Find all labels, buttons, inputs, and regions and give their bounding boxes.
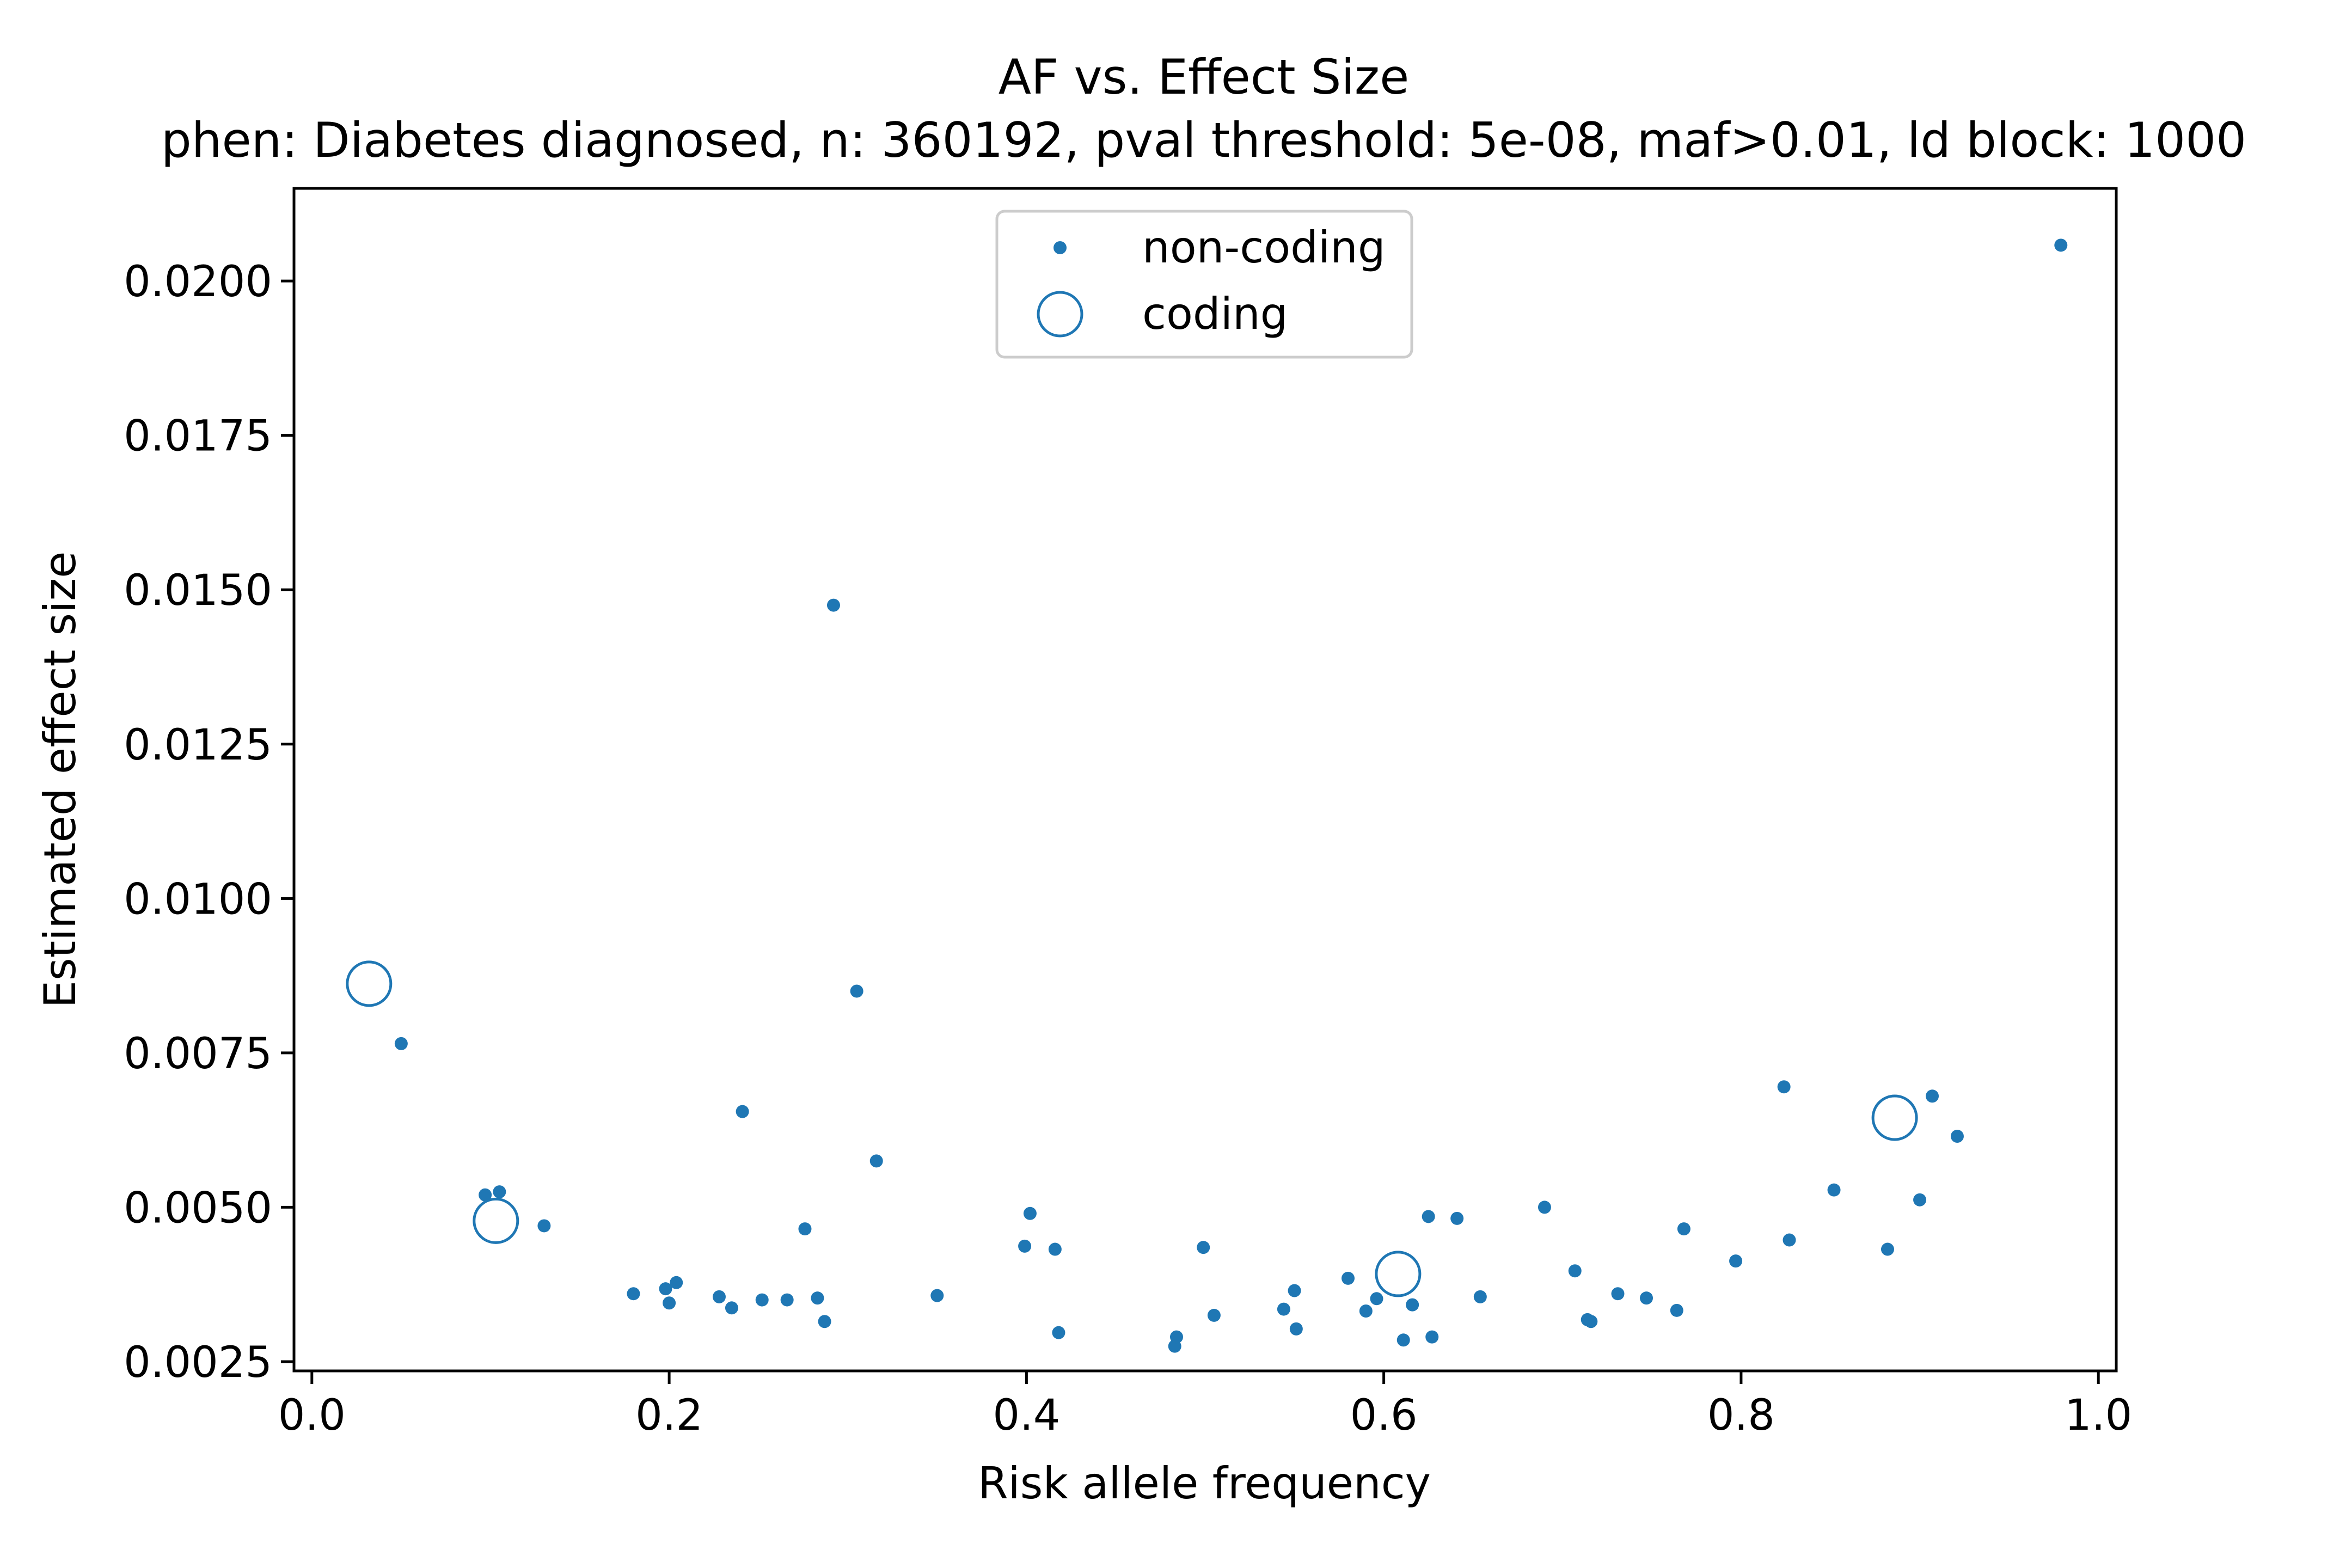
data-point-non-coding bbox=[1288, 1284, 1301, 1297]
y-axis-ticks: 0.0025 0.0050 0.0075 0.0100 0.0125 0.0150 0.01… bbox=[124, 258, 294, 1387]
y-tick-label: 0.0125 bbox=[124, 721, 272, 770]
y-tick-label: 0.0100 bbox=[124, 875, 272, 924]
x-axis-ticks: 0.0 0.2 0.4 0.6 0.8 1.0 bbox=[278, 1371, 2132, 1440]
data-point-non-coding bbox=[818, 1315, 831, 1328]
x-tick-label: 0.4 bbox=[993, 1391, 1060, 1440]
data-point-non-coding bbox=[850, 984, 863, 998]
data-point-non-coding bbox=[1342, 1271, 1355, 1285]
chart-subtitle: phen: Diabetes diagnosed, n: 360192, pva… bbox=[161, 112, 2246, 168]
data-point-non-coding bbox=[1729, 1254, 1743, 1268]
x-tick-label: 0.6 bbox=[1350, 1391, 1418, 1440]
data-point-non-coding bbox=[1422, 1210, 1435, 1223]
y-tick-label: 0.0175 bbox=[124, 412, 272, 461]
data-point-non-coding bbox=[1670, 1303, 1683, 1317]
legend-marker-coding bbox=[1037, 291, 1083, 338]
legend-marker-non-coding bbox=[1054, 241, 1067, 254]
data-point-coding bbox=[346, 960, 393, 1007]
data-point-non-coding bbox=[1207, 1308, 1221, 1322]
data-point-non-coding bbox=[659, 1282, 672, 1296]
x-tick-label: 0.2 bbox=[635, 1391, 703, 1440]
data-point-non-coding bbox=[1827, 1183, 1841, 1197]
data-point-non-coding bbox=[1277, 1302, 1290, 1316]
data-point-non-coding bbox=[826, 598, 840, 612]
data-point-non-coding bbox=[1425, 1330, 1439, 1344]
data-point-non-coding bbox=[1926, 1089, 1939, 1103]
data-point-non-coding bbox=[1048, 1242, 1062, 1256]
data-point-non-coding bbox=[780, 1293, 794, 1307]
data-point-non-coding bbox=[1018, 1239, 1032, 1253]
data-point-non-coding bbox=[2054, 238, 2068, 252]
data-point-non-coding bbox=[1370, 1292, 1383, 1306]
data-point-non-coding bbox=[1950, 1130, 1964, 1143]
data-point-non-coding bbox=[1783, 1233, 1796, 1247]
data-point-non-coding bbox=[663, 1296, 676, 1310]
data-point-non-coding bbox=[1777, 1080, 1791, 1094]
data-point-non-coding bbox=[1584, 1315, 1598, 1328]
data-point-non-coding bbox=[537, 1219, 551, 1233]
data-point-non-coding bbox=[736, 1105, 749, 1118]
y-tick-label: 0.0200 bbox=[124, 258, 272, 307]
x-tick-label: 0.0 bbox=[278, 1391, 346, 1440]
data-point-non-coding bbox=[1169, 1330, 1183, 1344]
data-point-non-coding bbox=[755, 1293, 769, 1307]
y-tick-label: 0.0150 bbox=[124, 566, 272, 615]
data-point-non-coding bbox=[479, 1188, 492, 1202]
data-point-non-coding bbox=[1197, 1241, 1210, 1254]
data-point-non-coding bbox=[1450, 1211, 1464, 1225]
data-point-coding bbox=[1375, 1251, 1422, 1297]
data-point-non-coding bbox=[725, 1301, 738, 1315]
y-tick-label: 0.0075 bbox=[124, 1030, 272, 1079]
data-point-non-coding bbox=[1639, 1291, 1653, 1305]
legend-label-coding: coding bbox=[1142, 289, 1288, 339]
data-point-non-coding bbox=[1913, 1193, 1927, 1206]
data-point-non-coding bbox=[1023, 1206, 1037, 1220]
data-point-coding bbox=[1871, 1094, 1918, 1141]
x-axis-label: Risk allele frequency bbox=[978, 1458, 1431, 1509]
data-point-non-coding bbox=[811, 1291, 824, 1305]
data-point-non-coding bbox=[869, 1154, 883, 1168]
data-points bbox=[346, 238, 2068, 1353]
data-point-non-coding bbox=[493, 1185, 506, 1199]
chart-title: AF vs. Effect Size bbox=[999, 49, 1410, 105]
data-point-non-coding bbox=[1052, 1326, 1065, 1339]
data-point-non-coding bbox=[1568, 1264, 1582, 1278]
data-point-non-coding bbox=[712, 1290, 726, 1303]
data-point-non-coding bbox=[670, 1276, 683, 1289]
data-point-coding bbox=[473, 1197, 519, 1244]
data-point-non-coding bbox=[627, 1287, 640, 1301]
legend-frame bbox=[995, 210, 1413, 359]
data-point-non-coding bbox=[1677, 1222, 1690, 1236]
legend: non-coding coding bbox=[995, 210, 1413, 359]
x-tick-label: 1.0 bbox=[2065, 1391, 2132, 1440]
data-point-non-coding bbox=[1473, 1290, 1487, 1303]
data-point-non-coding bbox=[394, 1037, 408, 1050]
data-point-non-coding bbox=[1359, 1304, 1373, 1318]
y-tick-label: 0.0050 bbox=[124, 1184, 272, 1233]
data-point-non-coding bbox=[798, 1222, 812, 1236]
plot-area-frame bbox=[292, 187, 2118, 1373]
data-point-non-coding bbox=[1881, 1242, 1894, 1256]
y-tick-label: 0.0025 bbox=[124, 1338, 272, 1387]
data-point-non-coding bbox=[930, 1289, 944, 1302]
data-point-non-coding bbox=[1406, 1298, 1419, 1312]
y-axis-label: Estimated effect size bbox=[35, 551, 85, 1008]
data-point-non-coding bbox=[1396, 1333, 1410, 1347]
x-tick-label: 0.8 bbox=[1707, 1391, 1775, 1440]
data-point-non-coding bbox=[1538, 1200, 1551, 1214]
data-point-non-coding bbox=[1611, 1287, 1625, 1301]
data-point-non-coding bbox=[1289, 1322, 1303, 1336]
legend-label-non-coding: non-coding bbox=[1142, 222, 1386, 273]
